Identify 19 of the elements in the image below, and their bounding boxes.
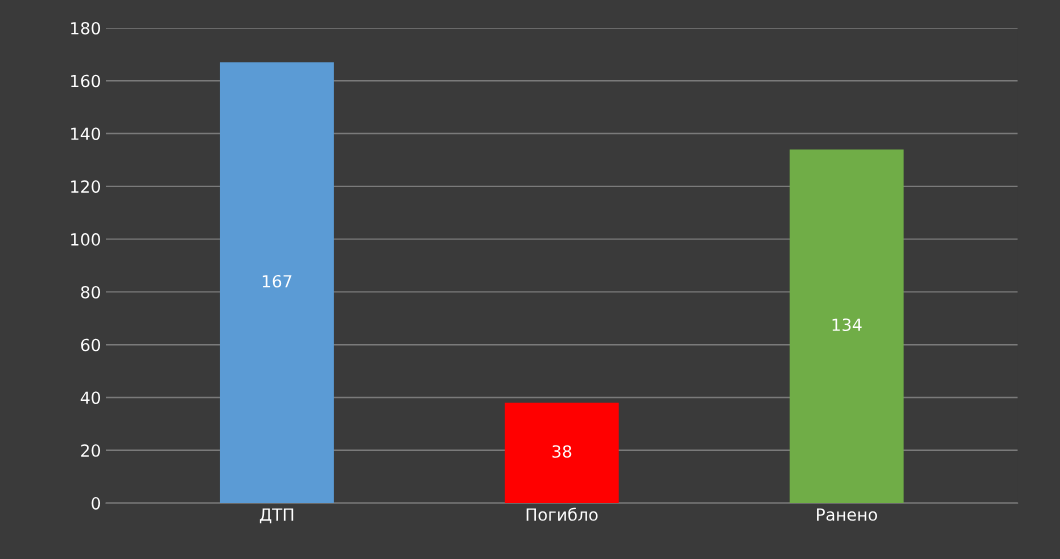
- data-label: 134: [832, 318, 862, 332]
- y-tick-label: 180: [71, 21, 101, 35]
- bar: [219, 62, 334, 504]
- y-tick-label: 120: [71, 180, 101, 193]
- y-tick-label: 40: [80, 391, 101, 405]
- y-tick-label: 100: [71, 233, 101, 246]
- x-tick-label: Ранено: [817, 508, 878, 521]
- y-tick-label: 160: [71, 74, 101, 88]
- y-tick-label: 20: [81, 444, 101, 457]
- bar: [789, 149, 904, 504]
- x-tick-label: ДТП: [259, 508, 294, 524]
- y-tick-label: 80: [81, 285, 101, 299]
- data-label: 38: [552, 445, 572, 458]
- y-tick-label: 140: [71, 127, 101, 141]
- data-label: 167: [262, 274, 292, 288]
- bar: [504, 402, 619, 504]
- y-tick-label: 60: [81, 338, 101, 352]
- y-tick-label: 0: [91, 497, 101, 510]
- x-tick-label: Погибло: [526, 507, 598, 521]
